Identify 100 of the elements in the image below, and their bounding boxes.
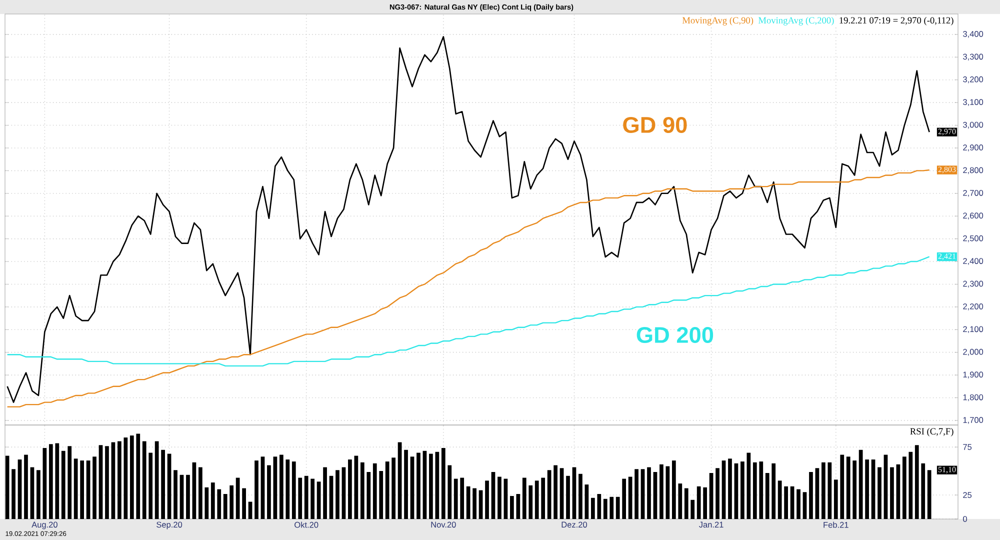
bar xyxy=(92,456,96,520)
y-tick-label: 2,500 xyxy=(963,235,984,242)
bar xyxy=(354,456,358,520)
bar xyxy=(136,434,140,520)
y-tick-label: 75 xyxy=(963,444,972,450)
bar xyxy=(896,464,900,520)
bar xyxy=(809,472,813,520)
bar xyxy=(914,445,919,520)
series-label: RSI (C,7,F) xyxy=(910,428,954,436)
bar xyxy=(161,450,165,520)
bar xyxy=(765,472,770,520)
bar xyxy=(690,500,695,520)
x-tick-label: Aug.20 xyxy=(32,522,58,530)
y-tick-label: 25 xyxy=(963,492,972,498)
bar xyxy=(796,489,800,520)
bar xyxy=(111,442,116,520)
bar xyxy=(852,460,857,520)
bar xyxy=(541,478,546,520)
bar xyxy=(441,448,446,520)
x-tick-label: Jan.21 xyxy=(699,522,724,528)
bar xyxy=(628,476,632,520)
bar xyxy=(597,494,602,520)
bar xyxy=(534,480,539,520)
bar xyxy=(491,472,496,520)
text: 2,421 xyxy=(938,253,956,260)
bar xyxy=(684,488,688,520)
bar xyxy=(616,496,620,520)
bar xyxy=(42,448,47,520)
bar xyxy=(98,445,103,520)
y-tick-label: 2,900 xyxy=(963,144,984,152)
bar xyxy=(678,484,682,520)
bar xyxy=(304,476,308,520)
bar xyxy=(310,478,315,520)
bar xyxy=(778,480,782,520)
y-tick-label: 1,700 xyxy=(963,417,984,424)
bar xyxy=(36,470,40,520)
bar xyxy=(716,468,720,520)
bar xyxy=(148,452,153,520)
bar xyxy=(740,461,744,520)
bar xyxy=(48,444,53,520)
bar xyxy=(429,454,433,520)
bar xyxy=(566,476,570,520)
bar xyxy=(858,450,863,520)
y-tick-label: 2,600 xyxy=(963,212,984,220)
bar xyxy=(435,452,440,520)
bar xyxy=(61,450,66,520)
bar xyxy=(5,456,10,520)
bar xyxy=(342,467,346,520)
bar xyxy=(80,460,84,520)
bar xyxy=(279,454,284,520)
bar xyxy=(504,478,508,520)
bar xyxy=(454,478,458,520)
bar xyxy=(323,467,327,520)
y-tick-label: 2,000 xyxy=(963,348,984,356)
bar xyxy=(336,470,340,520)
bar xyxy=(828,462,832,520)
bar xyxy=(815,468,820,520)
bar xyxy=(666,466,670,520)
bar xyxy=(660,464,664,520)
bar xyxy=(118,441,122,520)
bar xyxy=(329,476,334,520)
bar xyxy=(772,463,776,520)
bar xyxy=(802,492,807,520)
annotation: GD 200 xyxy=(636,326,714,344)
y-tick-label: 1,800 xyxy=(963,394,984,402)
bar xyxy=(130,436,134,520)
y-tick-label: 1,900 xyxy=(963,372,984,378)
bar xyxy=(578,474,582,520)
bar xyxy=(485,480,489,520)
bar xyxy=(204,487,209,520)
y-tick-label: 2,700 xyxy=(963,190,984,197)
bar xyxy=(603,498,608,520)
bar xyxy=(236,478,240,520)
bar xyxy=(884,454,888,520)
bar xyxy=(18,460,22,520)
x-tick-label: Okt.20 xyxy=(294,522,318,528)
bar xyxy=(385,461,390,520)
bar xyxy=(528,485,533,520)
bar xyxy=(392,458,396,520)
bar xyxy=(273,456,278,520)
bar xyxy=(416,452,420,520)
bar xyxy=(248,502,252,520)
bar xyxy=(398,442,402,520)
y-tick-label: 0 xyxy=(963,516,967,522)
bar xyxy=(834,480,838,520)
bar xyxy=(478,490,483,520)
bar xyxy=(653,472,658,520)
y-tick-label: 2,400 xyxy=(963,258,984,265)
bar xyxy=(186,474,190,520)
bar xyxy=(728,458,732,520)
bar xyxy=(822,462,826,520)
bar xyxy=(30,467,34,520)
bar xyxy=(522,478,526,520)
bar xyxy=(784,486,788,520)
bar xyxy=(610,496,614,520)
bar xyxy=(379,471,384,520)
bar xyxy=(547,470,552,520)
x-tick-label: Dez.20 xyxy=(562,522,587,528)
bar xyxy=(622,478,626,520)
bar xyxy=(298,478,302,520)
